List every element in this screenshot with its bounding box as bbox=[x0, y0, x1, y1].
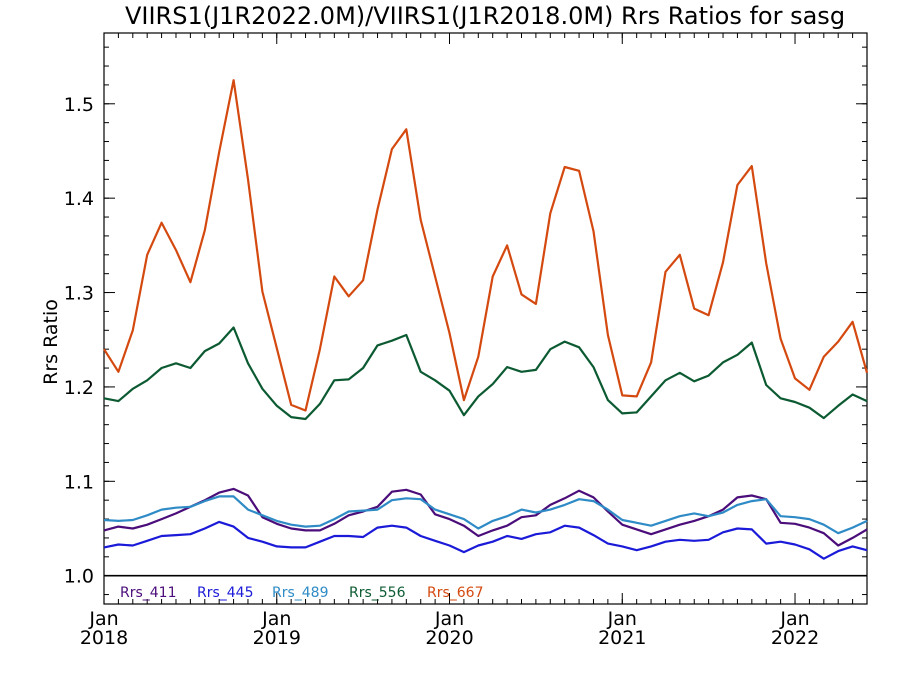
plot-frame bbox=[103, 32, 868, 605]
y-axis-label: Rrs Ratio bbox=[40, 299, 62, 385]
y-tick-label: 1.3 bbox=[64, 283, 94, 305]
y-tick-label: 1.5 bbox=[64, 94, 94, 116]
chart-title: VIIRS1(J1R2022.0M)/VIIRS1(J1R2018.0M) Rr… bbox=[125, 2, 845, 30]
axis-ticks: 1.01.11.21.31.41.5Jan2018Jan2019Jan2020J… bbox=[64, 33, 868, 649]
y-tick-label: 1.4 bbox=[64, 188, 94, 210]
series-line-rrs-489 bbox=[103, 495, 868, 535]
x-tick-month: Jan bbox=[88, 608, 118, 630]
x-tick-year: 2020 bbox=[425, 627, 473, 649]
series-line-rrs-556 bbox=[103, 326, 868, 421]
legend-entry-rrs-411: Rrs_411 bbox=[120, 585, 177, 601]
series-line-rrs-445 bbox=[103, 520, 868, 560]
y-tick-label: 1.2 bbox=[64, 377, 94, 399]
x-tick-year: 2019 bbox=[253, 627, 301, 649]
legend-entry-rrs-667: Rrs_667 bbox=[427, 585, 484, 601]
y-tick-label: 1.0 bbox=[64, 566, 94, 588]
legend: Rrs_411 Rrs_445 Rrs_489 Rrs_556 Rrs_667 bbox=[120, 585, 484, 601]
y-tick-label: 1.1 bbox=[64, 471, 94, 493]
series-line-rrs-411 bbox=[103, 487, 868, 547]
x-tick-month: Jan bbox=[434, 608, 464, 630]
x-tick-month: Jan bbox=[607, 608, 637, 630]
x-tick-year: 2021 bbox=[598, 627, 646, 649]
legend-entry-rrs-445: Rrs_445 bbox=[197, 585, 254, 601]
x-tick-year: 2018 bbox=[80, 627, 128, 649]
legend-entry-rrs-556: Rrs_556 bbox=[349, 585, 406, 601]
legend-entry-rrs-489: Rrs_489 bbox=[272, 585, 329, 601]
series-lines bbox=[103, 79, 869, 577]
series-line-rrs-667 bbox=[103, 79, 869, 412]
x-tick-month: Jan bbox=[261, 608, 291, 630]
x-tick-month: Jan bbox=[779, 608, 809, 630]
x-tick-year: 2022 bbox=[771, 627, 819, 649]
